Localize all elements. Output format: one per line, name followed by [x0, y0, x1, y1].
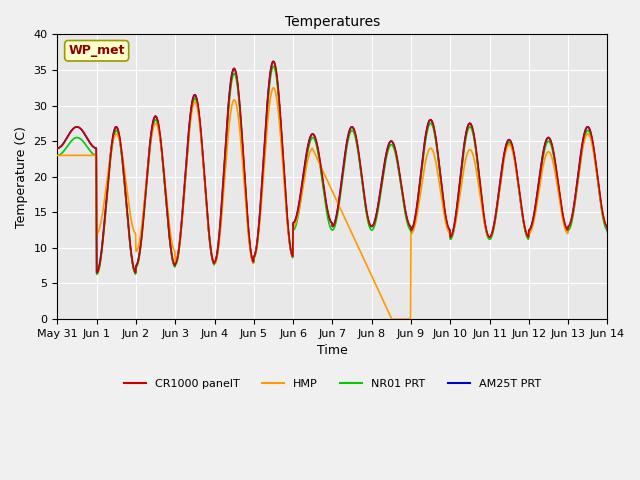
- Text: WP_met: WP_met: [68, 44, 125, 57]
- X-axis label: Time: Time: [317, 344, 348, 357]
- Y-axis label: Temperature (C): Temperature (C): [15, 126, 28, 228]
- Title: Temperatures: Temperatures: [285, 15, 380, 29]
- Legend: CR1000 panelT, HMP, NR01 PRT, AM25T PRT: CR1000 panelT, HMP, NR01 PRT, AM25T PRT: [120, 374, 545, 393]
